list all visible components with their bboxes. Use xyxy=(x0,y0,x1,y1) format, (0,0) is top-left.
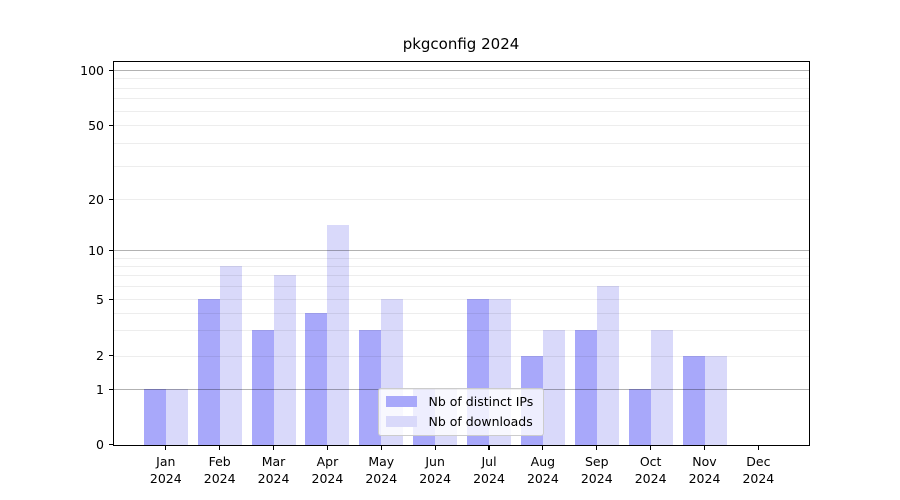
x-tick-year-feb: 2024 xyxy=(203,470,236,486)
gridline-y-3 xyxy=(114,330,809,332)
x-tick-year-jul: 2024 xyxy=(473,470,505,486)
x-tick-label-oct: Oct xyxy=(639,453,662,469)
gridline-y-major-100 xyxy=(114,70,809,71)
x-tick-year-oct: 2024 xyxy=(634,470,667,486)
gridline-y-2 xyxy=(114,355,809,357)
gridline-y-major-10 xyxy=(114,250,809,252)
x-tick-year-aug: 2024 xyxy=(526,470,559,486)
y-tick-mark-50 xyxy=(108,124,113,126)
y-tick-label-0: 0 xyxy=(96,437,104,452)
legend: Nb of distinct IPs Nb of downloads xyxy=(377,387,544,436)
x-tick-mark-jul xyxy=(488,445,490,450)
x-tick-label-jan: Jan xyxy=(156,453,176,469)
x-tick-mark-sep xyxy=(596,445,598,450)
x-tick-label-aug: Aug xyxy=(530,453,556,469)
x-tick-mark-jun xyxy=(434,445,436,450)
x-tick-mark-oct xyxy=(650,445,652,450)
x-tick-year-apr: 2024 xyxy=(311,470,344,486)
bar-distinct-ips-sep xyxy=(574,330,597,445)
y-tick-label-10: 10 xyxy=(88,242,104,258)
x-tick-year-mar: 2024 xyxy=(257,470,290,486)
x-tick-year-jan: 2024 xyxy=(149,470,182,486)
gridline-y-4 xyxy=(114,312,809,314)
gridline-y-40 xyxy=(114,143,809,145)
gridline-y-6 xyxy=(114,286,809,288)
gridline-y-8 xyxy=(114,265,809,267)
gridline-y-20 xyxy=(114,199,809,200)
y-tick-mark-100 xyxy=(108,69,113,71)
y-tick-mark-5 xyxy=(108,298,113,300)
x-tick-year-nov: 2024 xyxy=(688,470,721,486)
gridline-y-60 xyxy=(114,110,809,112)
bar-downloads-sep xyxy=(596,286,619,445)
bar-distinct-ips-oct xyxy=(628,389,651,445)
y-tick-label-5: 5 xyxy=(96,291,104,307)
x-tick-year-may: 2024 xyxy=(365,470,398,486)
x-tick-label-nov: Nov xyxy=(692,453,717,469)
x-tick-label-may: May xyxy=(368,453,395,469)
x-tick-year-jun: 2024 xyxy=(419,470,452,486)
y-tick-label-2: 2 xyxy=(96,348,104,363)
legend-item-distinct-ips: Nb of distinct IPs xyxy=(385,392,535,412)
bar-distinct-ips-nov xyxy=(682,355,705,445)
bar-downloads-feb xyxy=(219,265,242,445)
x-tick-mark-aug xyxy=(542,445,544,450)
y-tick-mark-2 xyxy=(108,355,113,357)
chart-title: pkgconfig 2024 xyxy=(402,35,520,53)
bar-downloads-mar xyxy=(273,275,296,445)
bar-downloads-oct xyxy=(650,330,673,445)
y-tick-mark-10 xyxy=(108,249,113,251)
gridline-y-80 xyxy=(114,87,809,89)
y-tick-mark-1 xyxy=(108,388,113,390)
x-tick-mark-feb xyxy=(219,445,221,450)
x-tick-mark-may xyxy=(380,445,382,450)
bar-downloads-jan xyxy=(165,389,188,445)
bar-downloads-apr xyxy=(327,225,350,445)
x-tick-mark-apr xyxy=(326,445,328,450)
bar-downloads-aug xyxy=(542,330,565,445)
x-tick-mark-mar xyxy=(272,445,275,450)
y-tick-label-1: 1 xyxy=(96,381,104,397)
y-tick-label-20: 20 xyxy=(88,191,104,207)
bar-distinct-ips-feb xyxy=(197,299,220,445)
x-tick-label-jul: Jul xyxy=(481,453,497,469)
x-tick-mark-dec xyxy=(757,445,759,450)
bar-distinct-ips-apr xyxy=(305,312,328,445)
legend-label-downloads: Nb of downloads xyxy=(428,414,533,429)
x-tick-mark-jan xyxy=(165,445,167,450)
x-tick-year-sep: 2024 xyxy=(580,470,613,486)
legend-swatch-distinct-ips xyxy=(385,396,417,407)
bar-distinct-ips-may xyxy=(359,330,382,445)
gridline-y-50 xyxy=(114,125,809,126)
x-tick-mark-nov xyxy=(703,445,706,450)
gridline-y-9 xyxy=(114,257,809,259)
x-tick-label-sep: Sep xyxy=(584,453,609,469)
x-tick-label-feb: Feb xyxy=(208,453,231,469)
gridline-y-30 xyxy=(114,166,809,168)
x-tick-label-jun: Jun xyxy=(425,453,445,469)
y-tick-mark-0 xyxy=(108,444,113,446)
gridline-y-90 xyxy=(114,78,809,80)
y-tick-label-100: 100 xyxy=(80,62,104,78)
gridline-y-70 xyxy=(114,98,809,100)
bar-downloads-nov xyxy=(704,355,727,445)
x-tick-label-dec: Dec xyxy=(746,453,771,469)
bar-distinct-ips-mar xyxy=(251,330,274,445)
y-tick-label-50: 50 xyxy=(88,117,104,133)
x-tick-label-apr: Apr xyxy=(316,453,339,469)
bar-distinct-ips-jan xyxy=(143,389,166,445)
legend-swatch-downloads xyxy=(385,416,417,427)
y-tick-mark-20 xyxy=(108,198,113,200)
x-tick-label-mar: Mar xyxy=(261,453,286,469)
legend-label-distinct-ips: Nb of distinct IPs xyxy=(428,394,534,409)
gridline-y-5 xyxy=(114,299,809,300)
legend-item-downloads: Nb of downloads xyxy=(385,412,535,432)
gridline-y-7 xyxy=(114,275,809,277)
x-tick-year-dec: 2024 xyxy=(742,470,775,486)
